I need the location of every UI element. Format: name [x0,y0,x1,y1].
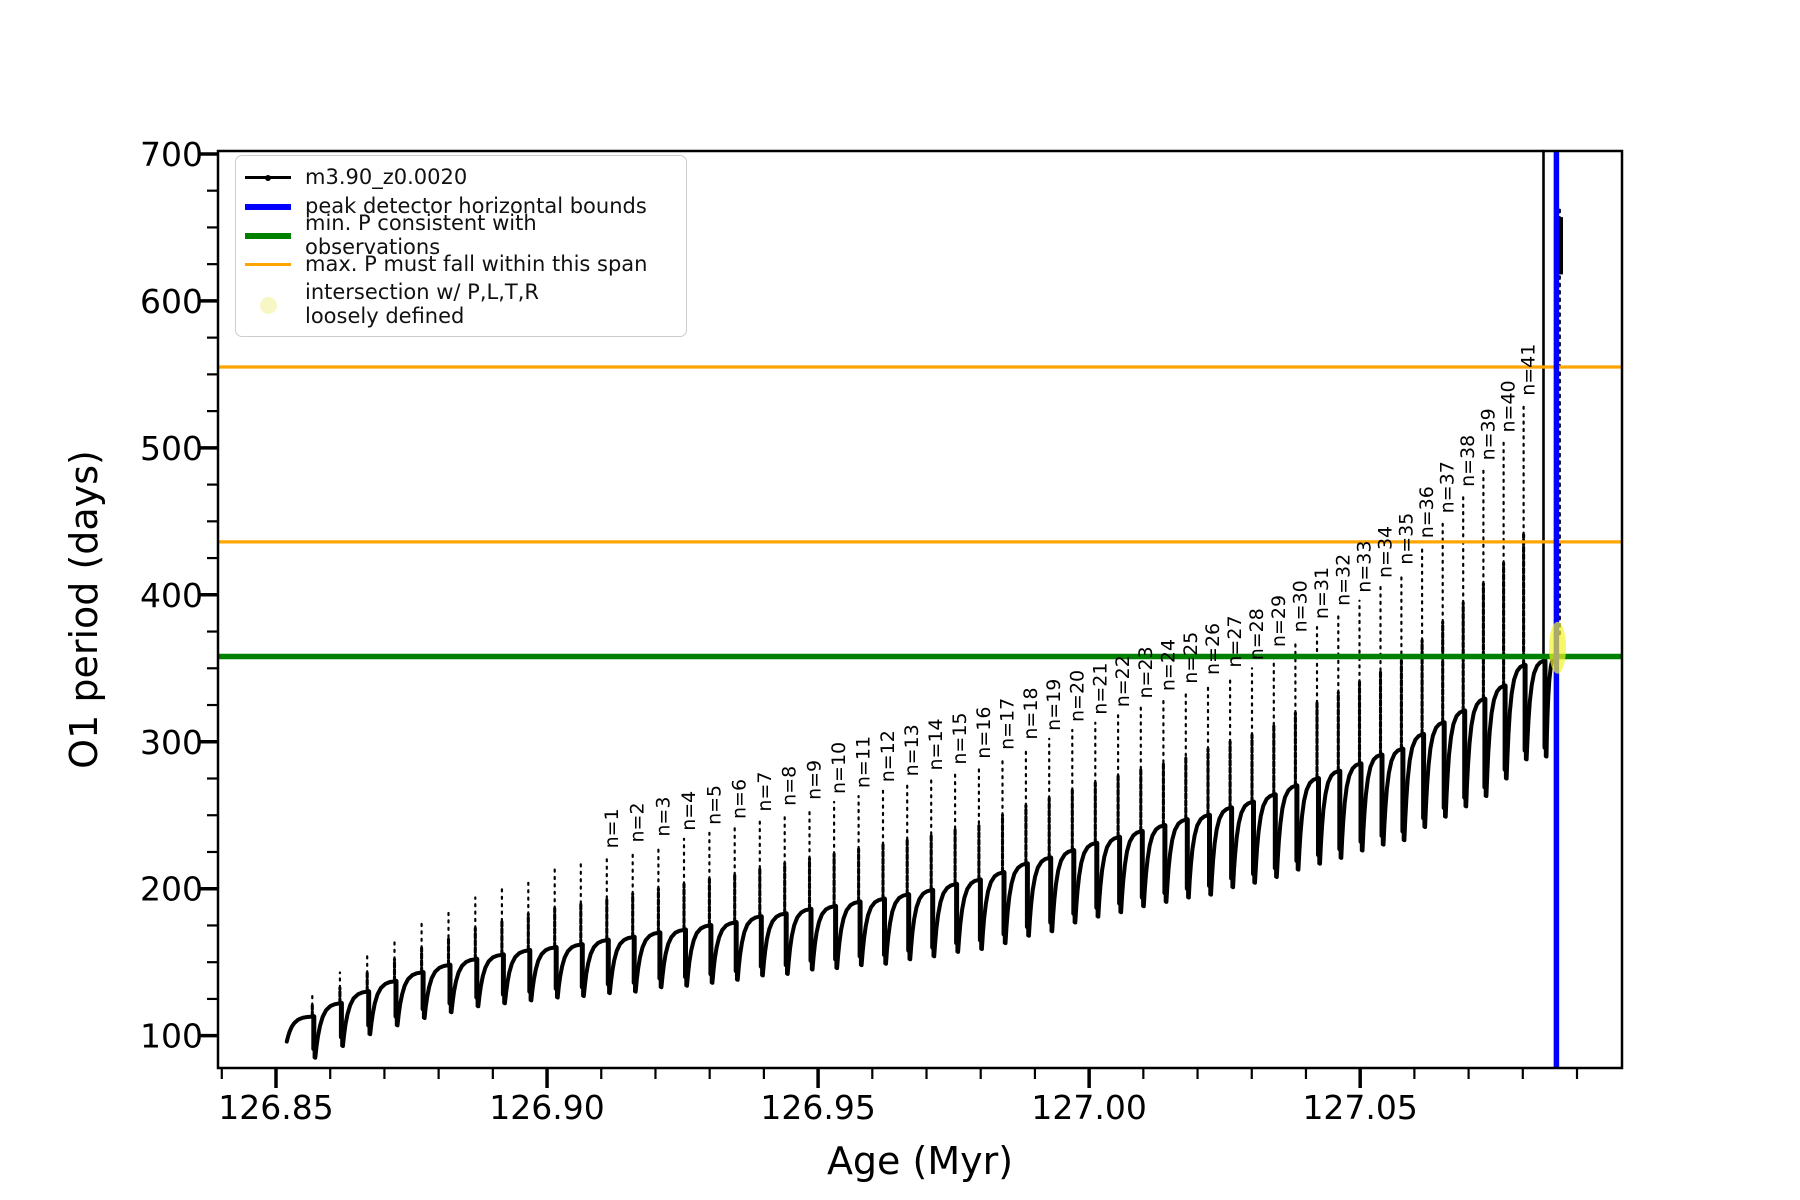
x-tick-label: 127.05 [1302,1088,1417,1127]
cycle-label: n=17 [997,698,1019,750]
post-peak-blob [1556,217,1563,275]
axis-ticks [198,152,1579,1088]
legend-label-peak-detector: peak detector horizontal bounds [305,193,647,218]
x-tick-label: 126.95 [760,1088,875,1127]
green-line-icon [244,232,292,239]
legend-item-max-p: max. P must fall within this span [244,250,678,279]
yellow-dot-icon [244,296,292,314]
plot-frame [216,149,1624,1070]
cycle-label: n=29 [1268,595,1290,647]
series-line-marker-icon [244,174,292,181]
cycle-label: n=5 [703,785,725,825]
cycle-label: n=11 [853,736,875,788]
legend-item-min-p: min. P consistent with observations [244,211,678,258]
legend: m3.90_z0.0020 peak detector horizontal b… [235,155,687,337]
cycle-label: n=37 [1437,461,1459,513]
cycle-label: n=19 [1043,679,1065,731]
data-series [284,149,1563,1060]
cycle-label: n=18 [1020,687,1042,739]
cycle-label: n=40 [1498,380,1520,432]
x-axis-label: Age (Myr) [827,1139,1013,1183]
cycle-label: n=23 [1135,646,1157,698]
cycle-label: n=3 [652,797,674,837]
cycle-label: n=13 [901,724,923,776]
y-tick-label: 300 [140,723,203,762]
cycle-label: n=26 [1202,623,1224,675]
cycle-label: n=15 [949,712,971,764]
x-tick-label: 126.85 [218,1088,333,1127]
tick-labels: 126.85 126.90 126.95 127.00 127.05 100 200 300 4… [140,135,1418,1127]
cycle-label: n=1 [601,808,623,848]
y-tick-label: 600 [140,282,203,321]
cycle-label: n=31 [1311,567,1333,619]
cycle-label: n=16 [973,707,995,759]
cycle-label: n=25 [1180,632,1202,684]
y-tick-label: 200 [140,870,203,909]
y-tick-label: 700 [140,135,203,174]
legend-item-series: m3.90_z0.0020 [244,163,678,192]
cycle-label: n=21 [1089,663,1111,715]
x-tick-label: 126.90 [489,1088,604,1127]
cycle-label: n=12 [877,730,899,782]
blue-line-icon [244,203,292,210]
cycle-label: n=32 [1332,554,1354,606]
legend-label-intersection: intersection w/ P,L,T,R loosely defined [305,280,539,328]
y-tick-label: 500 [140,429,203,468]
cycle-label: n=36 [1416,486,1438,538]
y-axis-label: O1 period (days) [62,450,106,769]
cycle-label: n=33 [1354,541,1376,593]
cycle-label: n=27 [1224,615,1246,667]
cycle-label: n=7 [754,772,776,812]
cycle-label: n=30 [1289,580,1311,632]
cycle-label: n=6 [729,779,751,819]
legend-label-min-p: min. P consistent with observations [305,210,537,259]
legend-label-max-p: max. P must fall within this span [305,251,648,276]
cycle-label: n=39 [1477,408,1499,460]
cycle-label: n=20 [1066,670,1088,722]
legend-item-intersection: intersection w/ P,L,T,R loosely defined [244,279,678,331]
legend-label-series: m3.90_z0.0020 [305,164,468,189]
cycle-label: n=8 [779,766,801,806]
cycle-label: n=22 [1112,655,1134,707]
cycle-labels: n=1 n=2 n=3 n=4 n=5 n=6 n=7 n=8 n=9 n=10 n=11 n=12 n… [601,344,1540,849]
cycle-label: n=35 [1395,513,1417,565]
cycle-label: n=4 [678,791,700,831]
orange-line-icon [244,262,292,267]
cycle-label: n=14 [925,718,947,770]
cycle-label: n=41 [1518,344,1540,396]
cycle-label: n=9 [804,760,826,800]
cycle-label: n=24 [1157,639,1179,691]
legend-item-peak-detector: peak detector horizontal bounds [244,192,678,221]
intersection-marker [1549,621,1566,674]
cycle-label: n=38 [1457,435,1479,487]
y-tick-label: 400 [140,576,203,615]
cycle-label: n=34 [1375,526,1397,578]
cycle-label: n=10 [828,742,850,794]
cycle-label: n=28 [1246,608,1268,660]
x-tick-label: 127.00 [1031,1088,1146,1127]
y-tick-label: 100 [140,1017,203,1056]
cycle-label: n=2 [627,802,649,842]
